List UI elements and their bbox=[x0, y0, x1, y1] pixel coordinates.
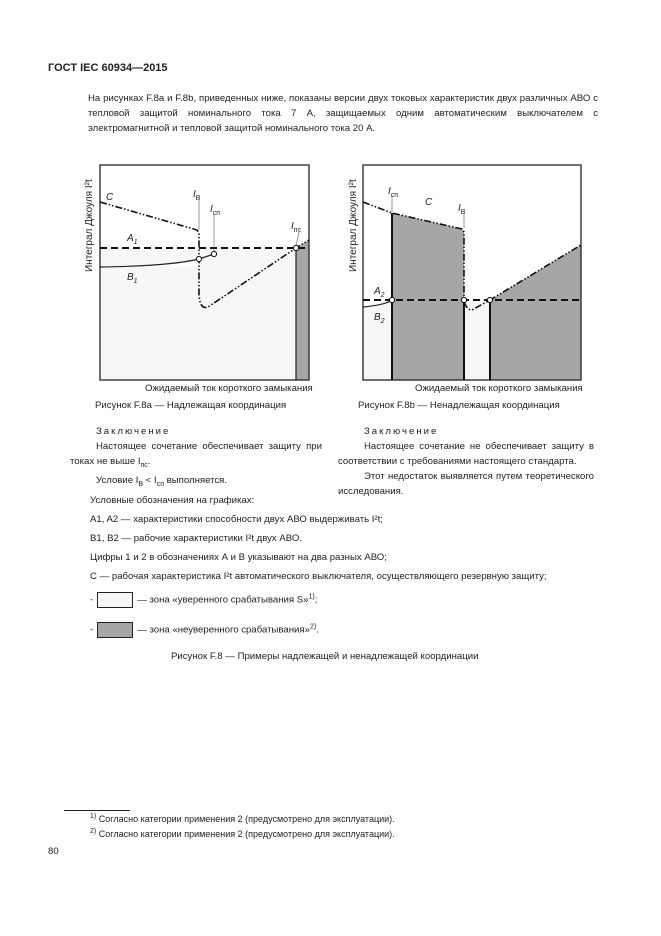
figures-svg: C A1 B1 IВ Iсп Iпс Интеграл Джоуля I²t C… bbox=[84, 164, 582, 381]
y-axis-label-a: Интеграл Джоуля I²t bbox=[84, 179, 95, 272]
legend-digits: Цифры 1 и 2 в обозначениях А и В указыва… bbox=[90, 552, 387, 563]
figure-f8a: C A1 B1 IВ Iсп Iпс Интеграл Джоуля I²t bbox=[84, 164, 310, 381]
footnote-divider bbox=[64, 810, 130, 811]
caption-f8a: Рисунок F.8a — Надлежащая координация bbox=[95, 400, 287, 411]
label-icn: Iсп bbox=[388, 186, 398, 199]
unsafe-zone-b bbox=[392, 213, 464, 380]
label-ib: IВ bbox=[458, 203, 466, 216]
label-b1: B1 bbox=[127, 272, 138, 285]
label-a1: A1 bbox=[126, 233, 138, 246]
unsafe-zone-a bbox=[296, 240, 309, 380]
label-b2: B2 bbox=[374, 312, 385, 325]
label-icn: Iсп bbox=[210, 204, 220, 217]
legend-zone-safe: - — зона «уверенного срабатывания S»1); bbox=[90, 592, 317, 608]
curve-c bbox=[99, 201, 310, 309]
legend-b: B1, B2 — рабочие характеристики I²t двух… bbox=[90, 533, 303, 544]
label-c: C bbox=[106, 192, 114, 203]
label-inc: Iпс bbox=[291, 221, 302, 234]
footnote-1: 1) Согласно категории применения 2 (пред… bbox=[90, 813, 395, 824]
curve-c bbox=[362, 201, 582, 311]
conclusion-title: Заключение bbox=[96, 426, 171, 437]
swatch-light bbox=[97, 592, 134, 608]
x-axis-label-a: Ожидаемый ток короткого замыкания bbox=[145, 383, 313, 394]
conclusion-a: Заключение Настоящее сочетание обеспечив… bbox=[70, 426, 322, 488]
swatch-dark bbox=[97, 622, 134, 638]
figure-f8b: C A2 B2 Iсп IВ Интеграл Джоуля I²t bbox=[348, 164, 582, 381]
conclusion-title: Заключение bbox=[364, 426, 439, 437]
label-c: C bbox=[425, 197, 433, 208]
document-header: ГОСТ IEC 60934—2015 bbox=[48, 62, 168, 74]
caption-f8b: Рисунок F.8b — Ненадлежащая координация bbox=[358, 400, 560, 411]
label-a2: A2 bbox=[373, 286, 385, 299]
figure-caption: Рисунок F.8 — Примеры надлежащей и ненад… bbox=[171, 651, 479, 662]
legend-title: Условные обозначения на графиках: bbox=[90, 495, 255, 506]
legend-a: A1, A2 — характеристики способности двух… bbox=[90, 514, 383, 525]
legend-zone-unsafe: - — зона «неуверенного срабатывания»2). bbox=[90, 622, 319, 638]
x-axis-label-b: Ожидаемый ток короткого замыкания bbox=[415, 383, 583, 394]
intro-paragraph: На рисунках F.8a и F.8b, приведенных ниж… bbox=[88, 93, 598, 134]
label-ib: IВ bbox=[193, 189, 201, 202]
page-number: 80 bbox=[48, 846, 59, 857]
footnote-2: 2) Согласно категории применения 2 (пред… bbox=[90, 828, 395, 839]
conclusion-b: Заключение Настоящее сочетание не обеспе… bbox=[338, 426, 594, 497]
y-axis-label-b: Интеграл Джоуля I²t bbox=[348, 179, 359, 272]
legend-c: C — рабочая характеристика I²t автоматич… bbox=[90, 571, 547, 582]
safe-zone-b bbox=[363, 300, 392, 380]
